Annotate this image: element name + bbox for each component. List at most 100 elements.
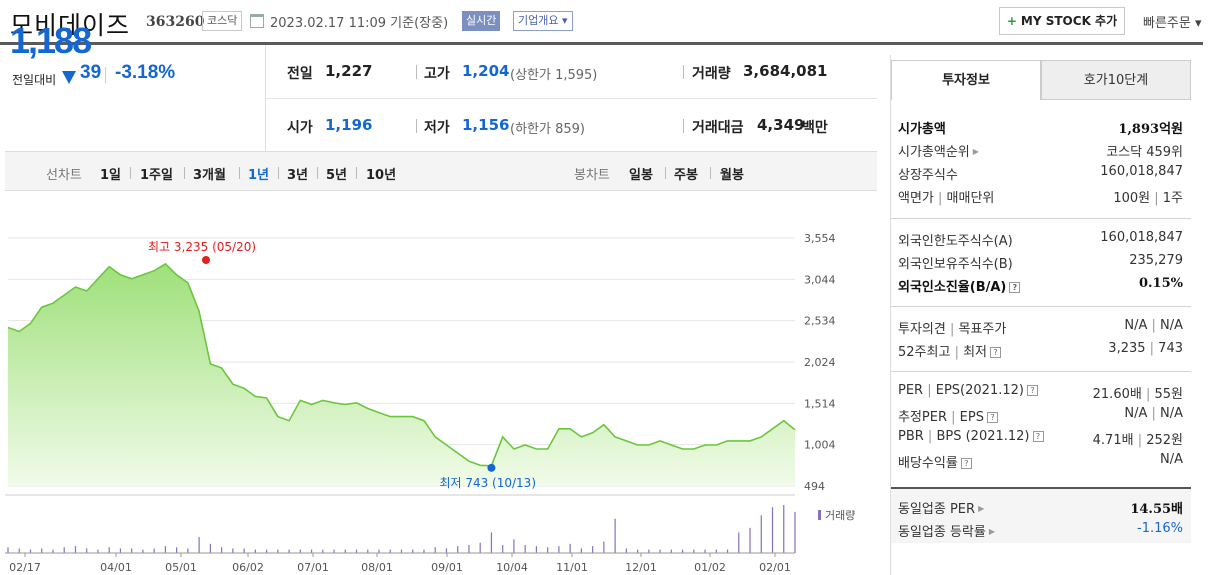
volume-bar: [490, 532, 493, 553]
volume-bar: [670, 549, 672, 553]
info-row: PER | EPS(2021.12)? 21.60배 | 55원: [898, 383, 1183, 402]
candle-monthly[interactable]: 월봉: [720, 168, 744, 183]
volume-bar: [254, 549, 256, 553]
volume-bar: [142, 549, 144, 553]
info-row: 시가총액순위 ▶ 코스닥 459위: [891, 138, 1191, 161]
period-divider: [239, 167, 240, 179]
prev-close-value: 1,227: [325, 62, 373, 80]
y-tick-label: 1,514: [804, 397, 836, 410]
period-5y[interactable]: 5년: [326, 168, 348, 183]
quick-order-menu[interactable]: 빠른주문 ▾: [1143, 16, 1202, 31]
info-value: N/A: [1124, 318, 1148, 333]
volume-bar: [738, 532, 740, 553]
period-1w[interactable]: 1주일: [140, 168, 173, 183]
volume-bar: [400, 549, 403, 553]
add-my-stock-button[interactable]: + MY STOCK 추가: [999, 7, 1125, 35]
price-change-percent: -3.18%: [115, 62, 176, 83]
add-my-stock-label: MY STOCK 추가: [1020, 14, 1118, 28]
help-icon[interactable]: ?: [1032, 431, 1044, 442]
plus-icon: +: [1006, 14, 1017, 28]
high-value: 1,204: [462, 62, 510, 80]
volume-bar: [344, 549, 346, 553]
lower-limit: (하한가 859): [510, 122, 585, 137]
volume-bar: [378, 549, 380, 553]
info-value: -1.16%: [1137, 521, 1183, 536]
volume-bar: [457, 546, 459, 553]
realtime-badge[interactable]: 실시간: [462, 11, 501, 31]
foreign-ownership-section: 외국인한도주식수(A) 160,018,847 외국인보유주식수(B) 235,…: [891, 218, 1191, 298]
volume-bar: [322, 549, 324, 553]
x-tick-label: 06/02: [232, 561, 264, 574]
volume-bar: [153, 548, 155, 553]
stock-code: 363260: [146, 14, 205, 30]
change-divider: [105, 67, 106, 83]
volume-bar: [592, 546, 594, 553]
open-label: 시가: [287, 120, 313, 136]
info-row: 시가총액 1,893억원: [891, 115, 1191, 138]
info-key: 투자의견: [898, 322, 946, 337]
volume-bar: [412, 549, 414, 553]
period-divider: [278, 167, 279, 179]
calendar-icon: [250, 14, 264, 28]
info-row: 동일업종 PER ▶ 14.55배: [891, 495, 1191, 518]
upper-limit: (상한가 1,595): [510, 68, 598, 83]
info-value-2: 743: [1158, 341, 1183, 356]
period-10y[interactable]: 10년: [366, 168, 397, 183]
price-chart[interactable]: 3,554 3,044 2,534 2,024 1,514 1,004 494 02/17 0…: [0, 195, 877, 575]
period-divider: [356, 167, 357, 179]
stat-divider: [416, 65, 417, 79]
quote-datetime: 2023.02.17 11:09 기준(장중): [270, 16, 449, 31]
volume-bar: [468, 545, 470, 553]
volume-bar: [524, 545, 526, 553]
x-tick-label: 02/01: [759, 561, 791, 574]
volume-bar: [41, 548, 43, 553]
info-key: 52주최고: [898, 345, 951, 360]
volume-bar: [108, 547, 110, 553]
volume-bar: [63, 547, 65, 553]
candle-daily[interactable]: 일봉: [629, 168, 653, 183]
info-value-2: N/A: [1160, 318, 1183, 333]
chevron-right-icon: ▶: [972, 147, 979, 156]
max-label: 최고 3,235 (05/20): [148, 240, 256, 254]
period-divider: [710, 167, 711, 179]
help-icon[interactable]: ?: [1026, 385, 1038, 396]
info-key-2: 목표주가: [958, 322, 1007, 337]
y-tick-label: 2,534: [804, 315, 836, 328]
x-tick-label: 07/01: [297, 561, 329, 574]
period-1d[interactable]: 1일: [100, 168, 122, 183]
volume-bar: [232, 548, 234, 553]
help-icon[interactable]: ?: [990, 347, 1002, 358]
period-3y[interactable]: 3년: [287, 168, 309, 183]
help-icon[interactable]: ?: [960, 458, 972, 469]
volume-bar: [176, 547, 178, 553]
help-icon[interactable]: ?: [1009, 282, 1021, 293]
x-tick-label: 08/01: [361, 561, 393, 574]
tab-order-book[interactable]: 호가10단계: [1041, 60, 1191, 100]
volume-bar: [389, 549, 391, 553]
volume-bar: [119, 548, 122, 553]
price-change: 39: [80, 62, 102, 83]
stat-divider: [683, 65, 684, 79]
volume-bar: [558, 546, 560, 553]
info-value: 21.60배: [1092, 387, 1142, 402]
tab-investment-info[interactable]: 투자정보: [891, 60, 1041, 100]
volume-bar: [434, 547, 436, 553]
company-overview-button[interactable]: 기업개요 ▾: [513, 11, 573, 31]
chevron-right-icon: ▶: [978, 504, 985, 513]
volume-bar: [29, 549, 32, 553]
volume-bar: [547, 547, 549, 553]
period-1y[interactable]: 1년: [248, 168, 270, 183]
candle-weekly[interactable]: 주봉: [674, 168, 698, 183]
period-3m[interactable]: 3개월: [193, 168, 226, 183]
right-panel-border: [890, 55, 1203, 575]
volume-bar: [367, 549, 369, 553]
chevron-right-icon: ▶: [988, 527, 996, 536]
volume-bar: [445, 548, 448, 553]
min-label: 최저 743 (10/13): [439, 476, 536, 490]
x-tick-label: 05/01: [165, 561, 197, 574]
volume-bar: [760, 515, 762, 553]
help-icon[interactable]: ?: [986, 412, 998, 423]
y-tick-label: 3,044: [804, 273, 836, 286]
info-key-2: BPS (2021.12): [936, 429, 1030, 444]
volume-bar: [221, 547, 223, 553]
